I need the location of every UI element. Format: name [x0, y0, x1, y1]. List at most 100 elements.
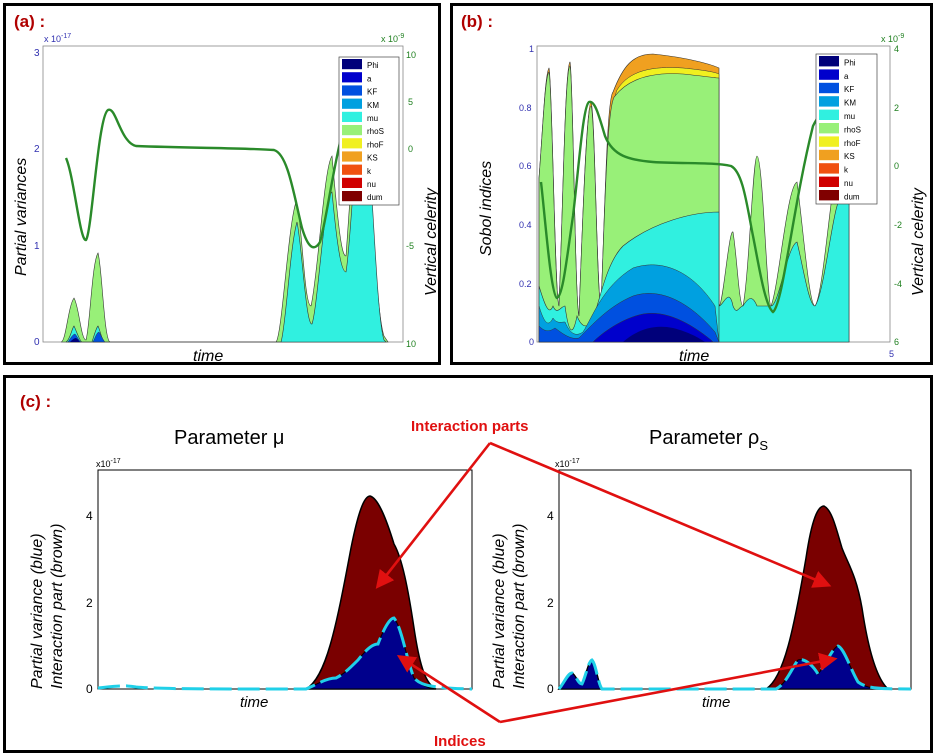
- panel-c-label: (c) :: [20, 392, 52, 411]
- panel-b-legend-swatch-KS: [819, 149, 839, 161]
- panel-b-legend-label-KF: KF: [844, 85, 854, 94]
- panel-a-ytick-1: 1: [34, 241, 40, 252]
- panel-a-chart: x 10-17 x 10-9 0 1 2 3 10 5 0 -5 10 Phi a…: [13, 33, 438, 362]
- panel-a-legend-swatch-mu: [342, 111, 362, 122]
- panel-c-left-ytick-4: 4: [86, 509, 93, 523]
- panel-a-ylabel: Partial variances: [13, 158, 30, 276]
- panel-c-left-cyan-line: [97, 616, 473, 691]
- panel-a-legend-label-KF: KF: [367, 88, 377, 97]
- panel-b-legend-label-a: a: [844, 72, 849, 81]
- panel-a-legend-swatch-a: [342, 72, 362, 83]
- panel-a-legend-label-a: a: [367, 74, 372, 83]
- panel-a-legend-label-Phi: Phi: [367, 61, 379, 70]
- panel-c-right-xlabel: time: [702, 694, 730, 711]
- panel-c-left-ylabel-2: Interaction part (brown): [49, 524, 66, 689]
- panel-b-y2tick-1: 2: [894, 103, 899, 113]
- panel-b-celerity-line: [539, 100, 846, 314]
- panel-b-extra-tick: 5: [889, 349, 894, 359]
- panel-b-ytick-3: 0.6: [519, 161, 532, 171]
- panel-c-right-ylabel-1: Partial variance (blue): [491, 533, 508, 689]
- panel-a-legend-swatch-dum: [342, 191, 362, 202]
- panel-a-label: (a) :: [14, 12, 46, 31]
- arrow-indices-right: [499, 652, 838, 724]
- panel-c-right-ytick-4: 4: [547, 509, 554, 523]
- panel-b-y2tick-3: -2: [894, 220, 902, 230]
- panel-b-ytick-2: 0.4: [519, 220, 532, 230]
- arrow-indices-left: [396, 655, 501, 724]
- panel-a-ytick-3: 3: [34, 48, 40, 59]
- panel-a-legend-swatch-rhoF: [342, 138, 362, 149]
- panel-c-left-xlabel: time: [240, 694, 268, 711]
- panel-b-legend-swatch-nu: [819, 176, 839, 187]
- panel-b-y2label: Vertical celerity: [910, 187, 927, 296]
- panel-a-legend-swatch-k: [342, 164, 362, 175]
- panel-b-y2-exp: x 10-9: [881, 33, 904, 44]
- panel-b-legend-swatch-Phi: [819, 56, 839, 67]
- annotation-interaction-parts: Interaction parts: [411, 418, 529, 435]
- panel-b-label: (b) :: [461, 12, 494, 31]
- panel-b-legend: Phi a KF KM mu rhoS rhoF KS k nu dum: [815, 53, 878, 205]
- panel-a-ytick-2: 2: [34, 144, 40, 155]
- panel-a-y2tick-3: -5: [406, 241, 414, 251]
- panel-b-legend-label-KM: KM: [844, 99, 856, 108]
- panel-c-right-title: Parameter ρS: [649, 427, 768, 453]
- panel-c-right-cyan-line: [557, 644, 912, 691]
- panel-b-legend-swatch-a: [819, 69, 839, 80]
- panel-c-right-ytick-2: 2: [547, 596, 554, 610]
- panel-b-ytick-5: 1: [529, 44, 534, 54]
- panel-b-legend-label-rhoS: rhoS: [844, 125, 861, 134]
- panel-a-legend-swatch-KM: [342, 98, 362, 109]
- panel-b-legend-label-dum: dum: [844, 192, 860, 201]
- panel-b-y2tick-0: 4: [894, 44, 899, 54]
- panel-c-left-ytick-0: 0: [86, 682, 93, 696]
- panel-b-ytick-1: 0.2: [519, 279, 532, 289]
- panel-b-legend-swatch-rhoS: [819, 123, 839, 134]
- panel-b-y2tick-4: -4: [894, 279, 902, 289]
- panel-c-right-ylabel-2: Interaction part (brown): [511, 524, 528, 689]
- panel-b-y2tick-5: 6: [894, 337, 899, 347]
- panel-a-y2tick-2: 0: [408, 144, 413, 154]
- panel-a-legend-swatch-KF: [342, 85, 362, 96]
- panel-a-legend-swatch-Phi: [342, 59, 362, 70]
- arrow-interaction-left: [375, 442, 492, 589]
- panel-a-y2-exp: x 10-9: [381, 33, 404, 44]
- panel-c-chart: Parameter μ Parameter ρS x10-17 0 2 4 ti…: [29, 418, 912, 750]
- panel-b-legend-swatch-mu: [819, 109, 839, 120]
- arrow-interaction-right: [489, 441, 832, 588]
- panel-b-ytick-0: 0: [529, 337, 534, 347]
- panel-a-y2label: Vertical celerity: [423, 187, 438, 296]
- panel-b-legend-label-Phi: Phi: [844, 58, 856, 67]
- panel-a-legend-label-KM: KM: [367, 101, 379, 110]
- panel-b-area-phi: [623, 326, 705, 342]
- panel-a-celerity-line: [64, 94, 391, 249]
- panel-b-legend-label-mu: mu: [844, 112, 855, 121]
- panel-a-legend-swatch-rhoS: [342, 125, 362, 136]
- panel-b-y2tick-2: 0: [894, 161, 899, 171]
- panel-b-legend-swatch-k: [819, 163, 839, 174]
- panel-b-legend-label-rhoF: rhoF: [844, 139, 861, 148]
- panel-b-legend-label-k: k: [844, 166, 849, 175]
- panel-b: (b) : x 10-9 0 0.2 0.4 0.6 0.8 1 4 2 0 -…: [450, 3, 933, 365]
- panel-b-legend-label-KS: KS: [844, 152, 855, 161]
- panel-c-right-ytick-0: 0: [547, 682, 554, 696]
- panel-a-y-exp: x 10-17: [44, 33, 71, 44]
- panel-b-legend-swatch-dum: [819, 190, 839, 201]
- panel-a-legend-swatch-nu: [342, 177, 362, 188]
- panel-a-legend-label-KS: KS: [367, 154, 378, 163]
- panel-a-xlabel: time: [193, 348, 223, 362]
- panel-a-legend-label-rhoF: rhoF: [367, 140, 384, 149]
- panel-a-y2tick-0: 10: [406, 50, 416, 60]
- panel-c-left-y-exp: x10-17: [96, 458, 121, 469]
- panel-a-legend-label-rhoS: rhoS: [367, 127, 384, 136]
- panel-a-y2tick-1: 5: [408, 97, 413, 107]
- panel-b-ytick-4: 0.8: [519, 103, 532, 113]
- panel-b-chart: x 10-9 0 0.2 0.4 0.6 0.8 1 4 2 0 -2 -4 6…: [478, 33, 927, 362]
- panel-b-legend-label-nu: nu: [844, 179, 853, 188]
- panel-b-legend-swatch-KM: [819, 96, 839, 107]
- panel-a-legend-swatch-KS: [342, 151, 362, 162]
- panel-b-ylabel: Sobol indices: [478, 161, 495, 256]
- panel-c: (c) : Parameter μ Parameter ρS x10-17 0 …: [3, 375, 933, 753]
- panel-b-xlabel: time: [679, 348, 709, 362]
- panel-b-legend-swatch-rhoF: [819, 136, 839, 147]
- panel-a-legend-label-k: k: [367, 167, 372, 176]
